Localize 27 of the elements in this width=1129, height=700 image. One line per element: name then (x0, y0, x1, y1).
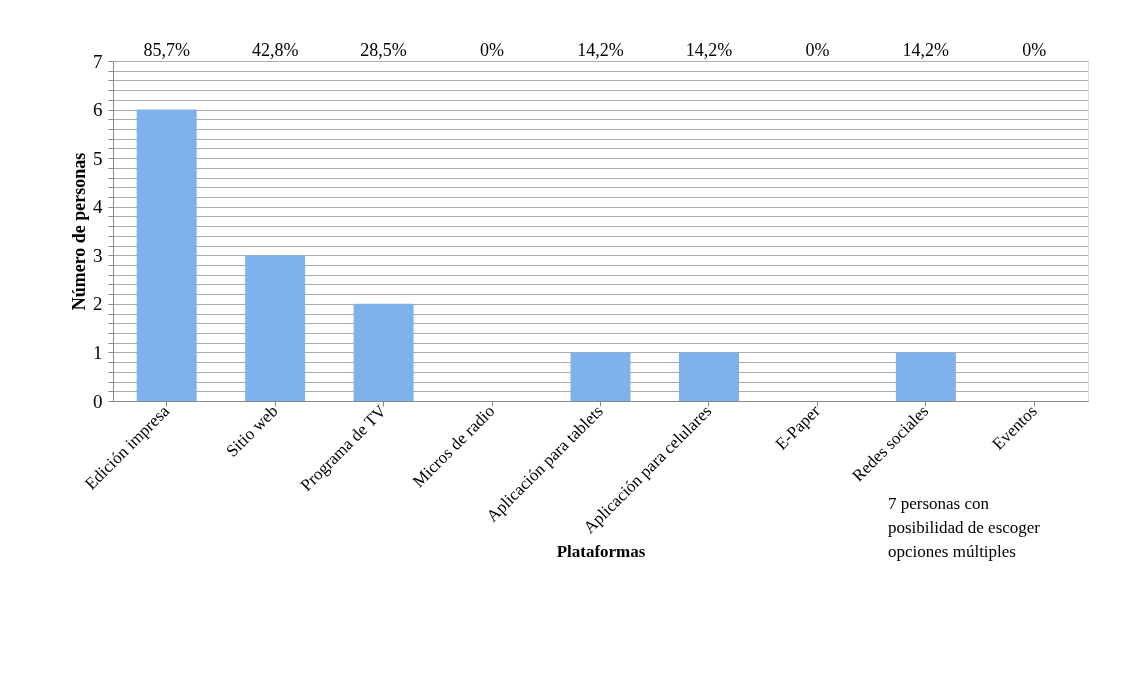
y-tick-label: 2 (93, 293, 103, 315)
bar (895, 352, 956, 401)
text: 0% (1022, 40, 1047, 60)
y-axis-title: Número de personas (69, 152, 89, 311)
text: 28,5% (360, 40, 407, 60)
bar (678, 352, 739, 401)
y-tick-label: 4 (93, 196, 103, 218)
y-tick-label: 3 (93, 244, 103, 266)
text: 0% (805, 40, 830, 60)
text: 14,2% (902, 40, 950, 60)
bar (136, 109, 197, 401)
y-tick-label: 7 (93, 50, 103, 72)
text: 7 personas con posibilidad de escoger opciones múltiples (888, 494, 1041, 561)
bar (570, 352, 631, 401)
text: 14,2% (685, 40, 733, 60)
text: 42,8% (251, 40, 299, 60)
x-axis-title: Plataformas (556, 542, 646, 562)
y-tick-label: 5 (93, 147, 103, 169)
y-tick-label: 1 (93, 341, 103, 363)
text: 0% (480, 40, 505, 60)
bar (245, 255, 306, 401)
x-tick-label: Sitio web (222, 401, 282, 461)
y-tick-label: 0 (93, 390, 103, 412)
text: 14,2% (577, 40, 624, 60)
y-tick-label: 6 (93, 99, 103, 121)
bar (353, 303, 414, 401)
text: 85,7% (143, 40, 190, 60)
